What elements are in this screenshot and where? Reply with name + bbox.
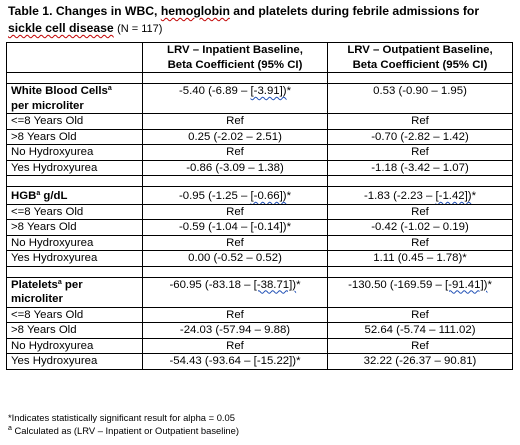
spacer-row xyxy=(6,72,513,84)
table-row: No Hydroxyurea Ref Ref xyxy=(6,144,513,161)
footnote-calculation: a Calculated as (LRV – Inpatient or Outp… xyxy=(8,425,239,436)
table-row: Yes Hydroxyurea -54.43 (-93.64 – [-15.22]… xyxy=(6,353,513,370)
spacer-row xyxy=(6,175,513,187)
table-row: >8 Years Old 0.25 (-2.02 – 2.51) -0.70 (-2… xyxy=(6,128,513,145)
section-row-hgb: HGBa g/dL -0.95 (-1.25 – [-0.66])* -1.83… xyxy=(6,186,513,205)
table-row: >8 Years Old -0.59 (-1.04 – [-0.14])* -0.4… xyxy=(6,219,513,236)
title-disease: sickle cell disease xyxy=(8,21,114,35)
header-row: LRV – Inpatient Baseline, Beta Coefficien… xyxy=(6,42,513,73)
table-row: Yes Hydroxyurea -0.86 (-3.09 – 1.38) -1.18… xyxy=(6,159,513,176)
title-line-1: Table 1. Changes in WBC, hemoglobin and … xyxy=(8,4,480,18)
section-label-platelets: Plateletsa per microliter xyxy=(6,276,143,308)
header-outpatient: LRV – Outpatient Baseline, Beta Coefficie… xyxy=(327,42,513,73)
wbc-inpatient: -5.40 (-6.89 – [-3.91])* xyxy=(142,83,328,114)
table-row: <=8 Years Old Ref Ref xyxy=(6,306,513,323)
title-line-2: sickle cell disease (N = 117) xyxy=(8,20,508,38)
header-inpatient: LRV – Inpatient Baseline, Beta Coefficien… xyxy=(142,42,328,73)
table-row: <=8 Years Old Ref Ref xyxy=(6,203,513,220)
table-row: Yes Hydroxyurea 0.00 (-0.52 – 0.52) 1.11 (… xyxy=(6,250,513,267)
title-hemoglobin: hemoglobin xyxy=(160,4,230,18)
table-title: Table 1. Changes in WBC, hemoglobin and … xyxy=(8,3,508,38)
header-blank xyxy=(6,42,143,73)
table-row: No Hydroxyurea Ref Ref xyxy=(6,337,513,354)
footnote-significance: *Indicates statistically significant res… xyxy=(8,412,235,423)
table-footnotes: *Indicates statistically significant res… xyxy=(8,411,508,437)
hgb-inpatient: -0.95 (-1.25 – [-0.66])* xyxy=(142,186,328,205)
platelets-inpatient: -60.95 (-83.18 – [-38.71])* xyxy=(142,276,328,308)
results-table: LRV – Inpatient Baseline, Beta Coefficien… xyxy=(6,42,513,370)
sample-size: (N = 117) xyxy=(117,23,163,35)
section-label-wbc: White Blood Cellsa per microliter xyxy=(6,83,143,114)
section-label-hgb: HGBa g/dL xyxy=(6,186,143,205)
section-row-wbc: White Blood Cellsa per microliter -5.40 … xyxy=(6,83,513,114)
table-row: No Hydroxyurea Ref Ref xyxy=(6,234,513,251)
section-row-platelets: Plateletsa per microliter -60.95 (-83.18… xyxy=(6,276,513,308)
hgb-outpatient: -1.83 (-2.23 – [-1.42])* xyxy=(327,186,513,205)
table-row: <=8 Years Old Ref Ref xyxy=(6,113,513,130)
wbc-outpatient: 0.53 (-0.90 – 1.95) xyxy=(327,83,513,114)
spacer-row xyxy=(6,265,513,278)
table-row: >8 Years Old -24.03 (-57.94 – 9.88) 52.64 … xyxy=(6,322,513,339)
platelets-outpatient: -130.50 (-169.59 – [-91.41])* xyxy=(327,276,513,308)
